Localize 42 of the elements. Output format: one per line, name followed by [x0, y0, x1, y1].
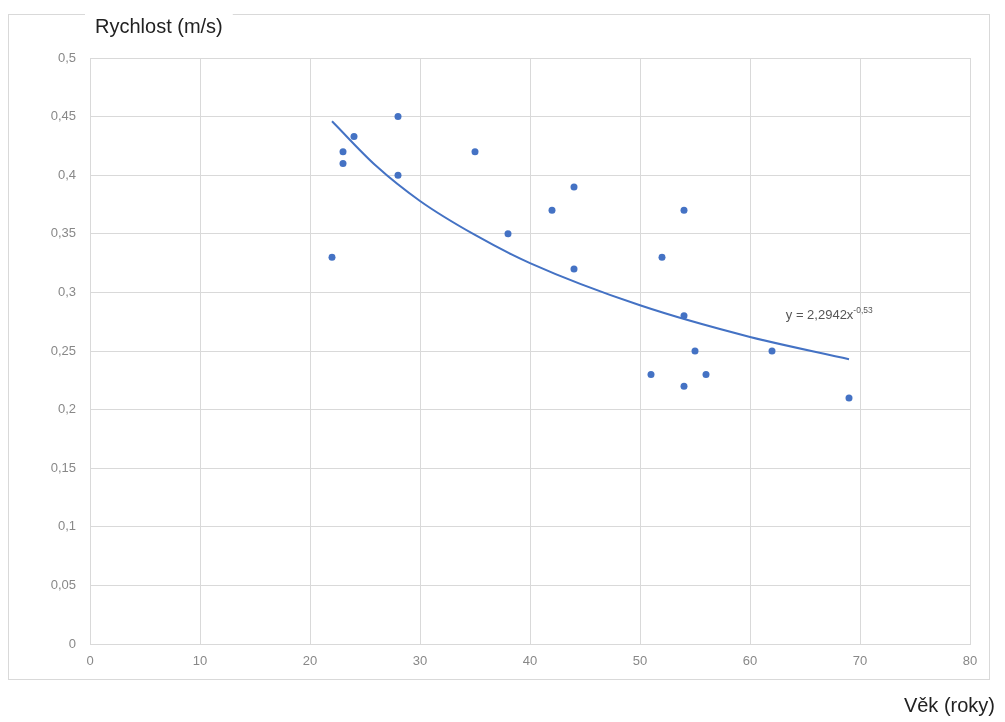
y-tick-label: 0 [68, 635, 76, 651]
point [680, 206, 688, 214]
point [394, 113, 402, 121]
x-tick-label: 70 [852, 653, 868, 669]
x-tick-label: 80 [962, 653, 978, 669]
y-tick-label: 0,5 [57, 49, 76, 65]
point [570, 183, 578, 191]
point [328, 253, 336, 261]
y-tick-label: 0,4 [57, 166, 76, 182]
point [845, 394, 853, 402]
point [680, 312, 688, 320]
x-tick-label: 0 [86, 653, 94, 669]
x-tick-label: 50 [632, 653, 648, 669]
point [504, 230, 512, 238]
point [339, 148, 347, 156]
point [339, 159, 347, 167]
y-tick-label: 0,25 [50, 342, 76, 358]
x-tick-label: 10 [192, 653, 208, 669]
y-tick-label: 0,35 [50, 225, 76, 241]
x-tick-label: 30 [412, 653, 428, 669]
x-tick-label: 20 [302, 653, 318, 669]
y-tick-label: 0,3 [57, 283, 76, 299]
point [570, 265, 578, 273]
y-tick-label: 0,1 [57, 518, 76, 534]
point [680, 382, 688, 390]
point [768, 347, 776, 355]
point [471, 148, 479, 156]
point [647, 370, 655, 378]
point [691, 347, 699, 355]
point [702, 370, 710, 378]
y-tick-label: 0,2 [57, 401, 76, 417]
point [658, 253, 666, 261]
x-axis-title: Věk (roky) [903, 693, 995, 716]
x-tick-label: 60 [742, 653, 758, 669]
point [394, 171, 402, 179]
x-tick-label: 40 [522, 653, 538, 669]
y-tick-label: 0,15 [50, 459, 76, 475]
point [548, 206, 556, 214]
y-tick-label: 0,05 [50, 576, 76, 592]
y-tick-label: 0,45 [50, 108, 76, 124]
y-axis-title: Rychlost (m/s) [95, 14, 223, 37]
point [350, 133, 358, 141]
